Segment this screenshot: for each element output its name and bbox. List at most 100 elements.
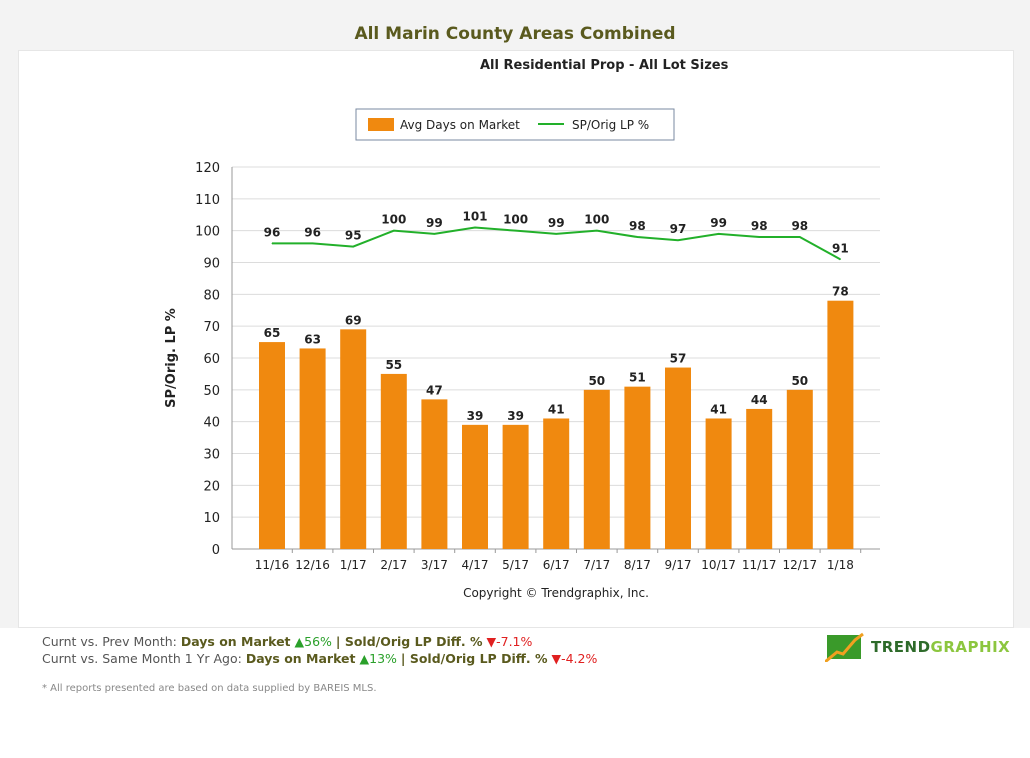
line-point xyxy=(271,242,273,244)
line-point xyxy=(596,230,598,232)
x-tick-label: 9/17 xyxy=(665,558,692,572)
line-data-label: 91 xyxy=(832,241,849,255)
y-tick-label: 20 xyxy=(203,479,220,494)
line-data-label: 98 xyxy=(629,219,646,233)
y-tick-label: 30 xyxy=(203,448,220,463)
line-point xyxy=(636,236,638,238)
y-tick-label: 120 xyxy=(195,161,220,176)
bar-data-label: 55 xyxy=(385,358,402,372)
x-tick-label: 12/16 xyxy=(295,558,330,572)
down-triangle-icon: ▼ xyxy=(551,651,562,666)
x-tick-label: 12/17 xyxy=(783,558,818,572)
chart-subtitle: All Residential Prop - All Lot Sizes xyxy=(480,58,729,73)
x-tick-label: 7/17 xyxy=(583,558,610,572)
line-data-label: 98 xyxy=(751,219,768,233)
y-tick-label: 0 xyxy=(212,543,220,558)
y-tick-label: 110 xyxy=(195,193,220,208)
bar xyxy=(543,418,570,549)
down-triangle-icon: ▼ xyxy=(486,634,497,649)
page-title: All Marin County Areas Combined xyxy=(354,24,676,44)
up-triangle-icon: ▲ xyxy=(294,634,305,649)
chart: Avg Days on Market SP/Orig LP % SP/Orig.… xyxy=(164,108,880,600)
y-tick-label: 100 xyxy=(195,225,220,240)
logo-chart-icon xyxy=(825,632,864,662)
x-tick-label: 6/17 xyxy=(543,558,570,572)
x-tick-label: 3/17 xyxy=(421,558,448,572)
y-axis-label: SP/Orig. LP % xyxy=(164,308,179,408)
line-point xyxy=(474,226,476,228)
up-triangle-icon: ▲ xyxy=(359,651,370,666)
lp-change: -4.2% xyxy=(561,651,598,666)
bar-data-label: 78 xyxy=(832,285,849,299)
bar xyxy=(583,389,610,549)
line-point xyxy=(555,233,557,235)
legend-label-sp: SP/Orig LP % xyxy=(572,118,649,132)
y-tick-label: 10 xyxy=(203,511,220,526)
line-point xyxy=(799,236,801,238)
line-data-label: 101 xyxy=(462,209,487,223)
line-point xyxy=(433,233,435,235)
bar xyxy=(827,300,854,549)
bar xyxy=(421,399,448,549)
metric-label: | Sold/Orig LP Diff. % xyxy=(335,634,483,649)
bar xyxy=(259,342,285,549)
y-tick-label: 80 xyxy=(203,288,220,303)
bar-data-label: 44 xyxy=(751,393,768,407)
y-tick-label: 70 xyxy=(203,320,220,335)
bar xyxy=(705,418,732,549)
x-tick-label: 10/17 xyxy=(701,558,736,572)
line-data-label: 96 xyxy=(304,225,321,239)
bar-data-label: 69 xyxy=(345,313,362,327)
metric-label: | Sold/Orig LP Diff. % xyxy=(400,651,548,666)
bar-data-label: 50 xyxy=(791,374,808,388)
bar-data-label: 51 xyxy=(629,371,646,385)
x-tick-label: 1/17 xyxy=(340,558,367,572)
trendgraphix-logo: TRENDGRAPHIX xyxy=(825,632,1010,664)
line-point xyxy=(515,230,517,232)
bar xyxy=(665,367,691,549)
bar xyxy=(380,373,407,549)
footer-row-prev-month: Curnt vs. Prev Month: Days on Market ▲56… xyxy=(42,634,532,649)
legend: Avg Days on Market SP/Orig LP % xyxy=(355,108,675,141)
x-tick-label: 4/17 xyxy=(462,558,489,572)
line-data-label: 97 xyxy=(670,222,687,236)
line-data-label: 99 xyxy=(426,216,443,230)
line-point xyxy=(312,242,314,244)
line-data-label: 99 xyxy=(710,216,727,230)
line-data-label: 100 xyxy=(584,213,609,227)
line-data-label: 99 xyxy=(548,216,565,230)
days-change: 56% xyxy=(304,634,332,649)
lp-change: -7.1% xyxy=(496,634,533,649)
y-tick-label: 60 xyxy=(203,352,220,367)
data-source-note: * All reports presented are based on dat… xyxy=(42,683,377,694)
legend-label-days: Avg Days on Market xyxy=(400,118,520,132)
line-point xyxy=(839,258,841,260)
x-tick-label: 11/17 xyxy=(742,558,777,572)
line-point xyxy=(677,239,679,241)
footer-row-year-ago: Curnt vs. Same Month 1 Yr Ago: Days on M… xyxy=(42,651,597,666)
line-point xyxy=(718,233,720,235)
bar-data-label: 39 xyxy=(467,409,484,423)
bar xyxy=(299,348,326,549)
x-tick-label: 11/16 xyxy=(255,558,290,572)
x-tick-label: 1/18 xyxy=(827,558,854,572)
y-tick-label: 50 xyxy=(203,384,220,399)
line-data-label: 98 xyxy=(791,219,808,233)
line-data-label: 95 xyxy=(345,229,362,243)
line-data-label: 96 xyxy=(264,225,281,239)
bar xyxy=(746,408,773,549)
metric-label: Days on Market xyxy=(245,651,356,666)
line-data-label: 100 xyxy=(381,213,406,227)
bar xyxy=(786,389,813,549)
legend-bar-swatch xyxy=(368,118,394,131)
bar-data-label: 41 xyxy=(548,402,565,416)
x-tick-label: 2/17 xyxy=(380,558,407,572)
line-data-label: 100 xyxy=(503,213,528,227)
bar xyxy=(462,424,488,549)
line-point xyxy=(352,246,354,248)
x-tick-label: 8/17 xyxy=(624,558,651,572)
bar xyxy=(624,386,651,549)
line-point xyxy=(758,236,760,238)
days-change: 13% xyxy=(369,651,397,666)
bar xyxy=(502,424,529,549)
